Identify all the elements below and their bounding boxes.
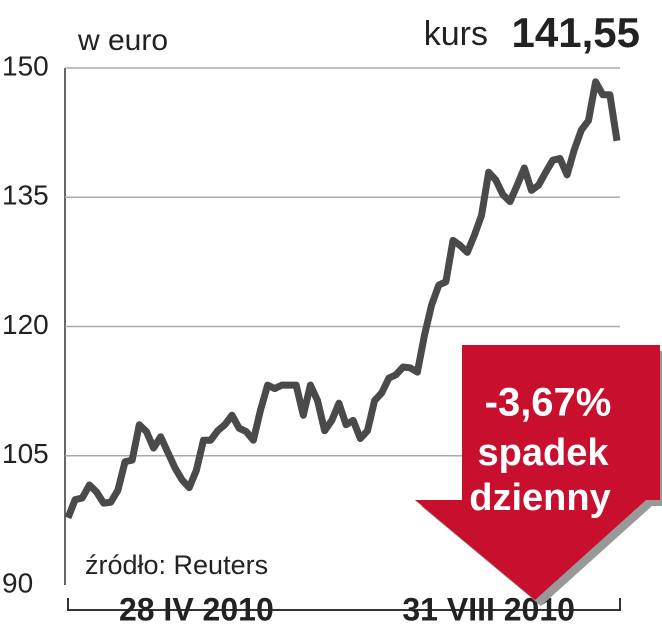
- y-tick-label: 90: [2, 567, 33, 598]
- y-tick-label: 150: [2, 50, 49, 81]
- change-label: -3,67%: [485, 381, 612, 425]
- y-tick-label: 135: [2, 180, 49, 211]
- price-label: kurs: [424, 15, 488, 53]
- x-tick-label: 28 IV 2010: [119, 591, 274, 627]
- x-bracket: [67, 598, 621, 611]
- annotation-line: spadek: [478, 432, 610, 474]
- subtitle: w euro: [77, 24, 168, 57]
- y-tick-label: 120: [2, 309, 49, 340]
- annotation-line: dzienny: [469, 477, 610, 519]
- price-line: [64, 78, 621, 520]
- y-tick-label: 105: [2, 438, 49, 469]
- arrow: [415, 345, 660, 600]
- source: źródło: Reuters: [85, 550, 268, 580]
- price-value: 141,55: [512, 9, 640, 56]
